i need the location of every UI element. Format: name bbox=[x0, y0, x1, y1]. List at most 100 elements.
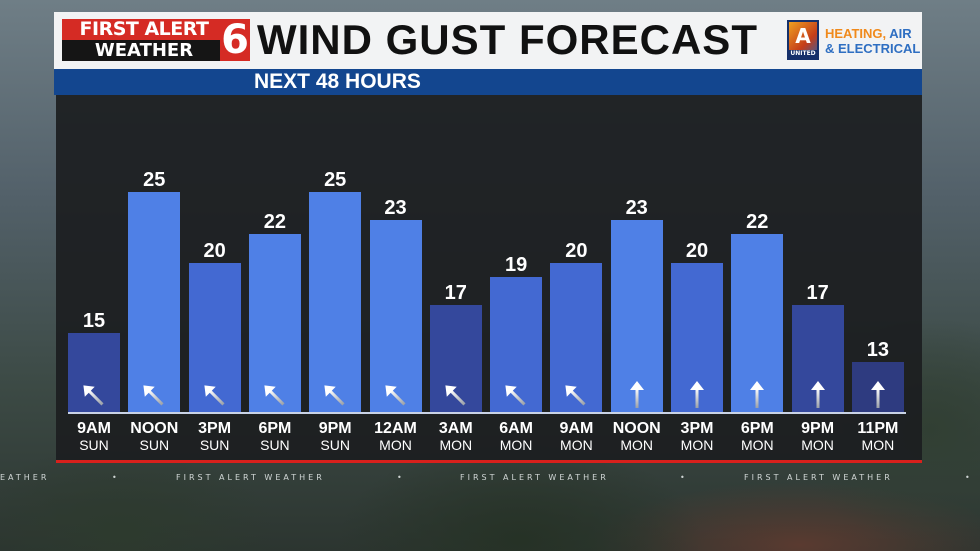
sponsor-line1-orange: HEATING, bbox=[825, 26, 887, 41]
time-label: 3PM bbox=[680, 420, 714, 437]
page-title: WIND GUST FORECAST bbox=[257, 16, 758, 63]
day-label: MON bbox=[499, 437, 533, 453]
bar-column: 23 bbox=[610, 95, 663, 412]
bar-value-label: 22 bbox=[746, 211, 769, 234]
logo-line-1: FIRST ALERT bbox=[62, 19, 226, 40]
chart-panel: 15 9AM SUN 25 NOON SUN 20 3PM SUN 22 6PM SUN 25 9PM SU… bbox=[56, 95, 922, 462]
x-axis-label: 3AM MON bbox=[426, 420, 486, 453]
bar-value-label: 13 bbox=[866, 338, 890, 361]
day-label: MON bbox=[379, 437, 412, 453]
gust-bar bbox=[791, 305, 844, 412]
x-axis-label: 9AM MON bbox=[546, 420, 606, 453]
arrow-up-left-icon bbox=[384, 380, 408, 410]
day-label: SUN bbox=[79, 437, 109, 453]
ticker-separator: • bbox=[112, 473, 120, 482]
bar-value-label: 23 bbox=[625, 197, 648, 220]
bar-value-label: 25 bbox=[143, 168, 166, 191]
bar-column: 22 bbox=[731, 95, 784, 412]
ticker-separator: • bbox=[397, 473, 405, 482]
arrow-up-icon bbox=[745, 380, 769, 410]
time-label: 9PM bbox=[801, 420, 835, 437]
time-label: 3PM bbox=[198, 420, 232, 437]
bar-column: 17 bbox=[429, 95, 482, 412]
time-label: NOON bbox=[612, 420, 661, 437]
bar-value-label: 19 bbox=[504, 253, 528, 276]
gust-bar bbox=[369, 220, 422, 412]
time-label: 9AM bbox=[559, 420, 594, 437]
title-header: FIRST ALERT WEATHER 6 WIND GUST FORECAST… bbox=[54, 12, 922, 67]
page-subtitle: NEXT 48 HOURS bbox=[254, 70, 421, 93]
x-axis-label: NOON SUN bbox=[124, 420, 184, 453]
gust-bar bbox=[490, 276, 543, 412]
time-label: 6PM bbox=[258, 420, 292, 437]
x-axis-label: 12AM MON bbox=[366, 420, 426, 453]
sponsor-badge-letter: A bbox=[795, 24, 811, 48]
arrow-up-left-icon bbox=[504, 380, 528, 410]
x-axis-label: 9PM MON bbox=[788, 420, 848, 453]
arrow-up-icon bbox=[806, 380, 830, 410]
bar-column: 19 bbox=[490, 95, 543, 412]
ticker-separator: • bbox=[965, 473, 973, 482]
arrow-up-left-icon bbox=[82, 380, 106, 410]
bar-value-label: 25 bbox=[324, 168, 347, 191]
subtitle-bar: NEXT 48 HOURS bbox=[54, 67, 922, 95]
day-label: MON bbox=[861, 437, 895, 453]
time-label: 12AM bbox=[374, 420, 417, 437]
gust-bar bbox=[68, 333, 120, 412]
arrow-up-left-icon bbox=[142, 380, 166, 410]
bar-column: 23 bbox=[369, 95, 422, 412]
arrow-up-left-icon bbox=[203, 380, 227, 410]
sponsor-line1-blue: AIR bbox=[886, 26, 912, 41]
bar-value-label: 23 bbox=[384, 197, 407, 220]
sponsor-logo: A UNITED HEATING, AIR & ELECTRICAL bbox=[787, 18, 922, 62]
x-axis-label: 9AM SUN bbox=[64, 420, 124, 453]
wind-gust-bar-chart: 15 9AM SUN 25 NOON SUN 20 3PM SUN 22 6PM SUN 25 9PM SU… bbox=[56, 95, 922, 462]
bar-value-label: 17 bbox=[806, 282, 829, 305]
x-axis-label: 6PM SUN bbox=[245, 420, 305, 453]
x-axis-label: 9PM SUN bbox=[305, 420, 365, 453]
arrow-up-left-icon bbox=[263, 380, 287, 410]
ticker-text: FIRST ALERT WEATHER bbox=[460, 473, 609, 482]
bar-column: 22 bbox=[248, 95, 301, 412]
bar-column: 15 bbox=[68, 95, 120, 412]
time-label: NOON bbox=[130, 420, 179, 437]
bar-column: 17 bbox=[791, 95, 844, 412]
day-label: MON bbox=[620, 437, 654, 453]
ticker-separator: • bbox=[680, 473, 688, 482]
gust-bar bbox=[188, 262, 241, 412]
day-label: MON bbox=[740, 437, 774, 453]
first-alert-weather-logo: FIRST ALERT WEATHER 6 bbox=[62, 19, 250, 61]
ticker-strip: EATHER • FIRST ALERT WEATHER • FIRST ALERT W… bbox=[0, 471, 980, 485]
gust-bar bbox=[550, 262, 603, 412]
x-axis-label: 11PM MON bbox=[848, 420, 908, 453]
ticker-text: EATHER bbox=[0, 473, 50, 482]
red-rule bbox=[56, 460, 922, 463]
x-axis-label: 6AM MON bbox=[486, 420, 546, 453]
bar-value-label: 20 bbox=[203, 239, 226, 262]
bar-column: 20 bbox=[188, 95, 241, 412]
sponsor-line2: & ELECTRICAL bbox=[825, 41, 921, 56]
gust-bar bbox=[851, 361, 904, 412]
time-label: 11PM bbox=[857, 420, 899, 437]
bar-column: 25 bbox=[309, 95, 362, 412]
gust-bar bbox=[128, 191, 181, 412]
day-label: SUN bbox=[320, 437, 350, 453]
x-axis-label: NOON MON bbox=[607, 420, 667, 453]
bar-value-label: 15 bbox=[82, 310, 106, 333]
bar-value-label: 22 bbox=[263, 211, 287, 234]
sponsor-badge-caption: UNITED bbox=[789, 50, 817, 58]
day-label: MON bbox=[560, 437, 593, 453]
gust-bar bbox=[610, 220, 663, 412]
time-label: 9AM bbox=[77, 420, 111, 437]
gust-bar bbox=[248, 234, 301, 412]
time-label: 6AM bbox=[499, 420, 533, 437]
chart-baseline bbox=[68, 412, 906, 414]
x-axis-label: 3PM MON bbox=[667, 420, 727, 453]
logo-channel-number: 6 bbox=[220, 17, 250, 63]
x-axis-label: 3PM SUN bbox=[185, 420, 245, 453]
day-label: SUN bbox=[260, 437, 290, 453]
arrow-up-left-icon bbox=[444, 380, 468, 410]
gust-bar bbox=[429, 305, 482, 412]
bar-column: 20 bbox=[671, 95, 723, 412]
arrow-up-icon bbox=[625, 380, 649, 410]
